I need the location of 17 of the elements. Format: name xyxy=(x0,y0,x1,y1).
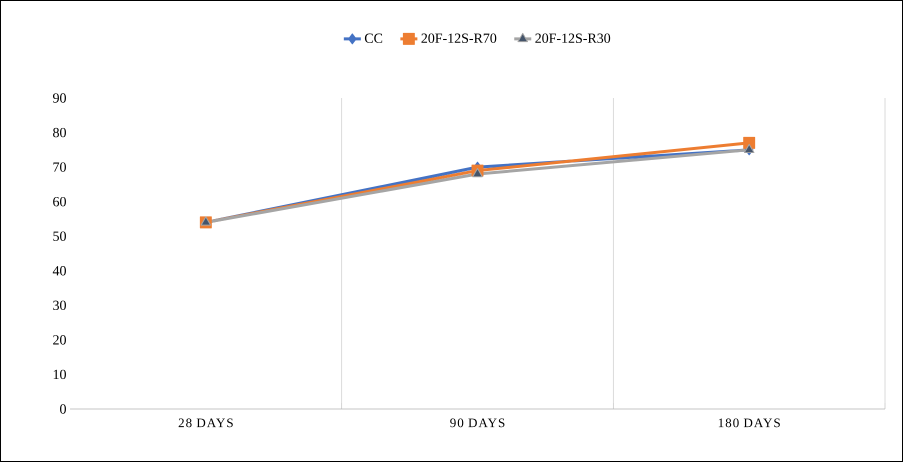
point xyxy=(472,168,483,178)
legend-label: CC xyxy=(364,34,382,43)
x-tick-label: 28 DAYS xyxy=(178,418,233,428)
y-tick-label: 10 xyxy=(54,370,66,380)
y-tick-label: 80 xyxy=(53,128,66,138)
x-tick-label: 180 DAYS xyxy=(718,418,780,428)
y-tick-label: 70 xyxy=(53,162,66,172)
y-tick-label: 50 xyxy=(53,232,66,241)
y-tick-label: 30 xyxy=(53,300,66,310)
y-tick-label: 0 xyxy=(60,404,66,414)
y-tick-label: 90 xyxy=(52,93,66,103)
x-tick-label: 90 DAYS xyxy=(450,418,504,428)
y-tick-label: 20 xyxy=(53,335,66,345)
y-tick-label: 60 xyxy=(53,196,66,206)
y-tick-label: 40 xyxy=(52,266,66,276)
legend-label: 20F-12S-R30 xyxy=(535,34,610,43)
legend-label: 20F-12S-R70 xyxy=(421,34,496,43)
